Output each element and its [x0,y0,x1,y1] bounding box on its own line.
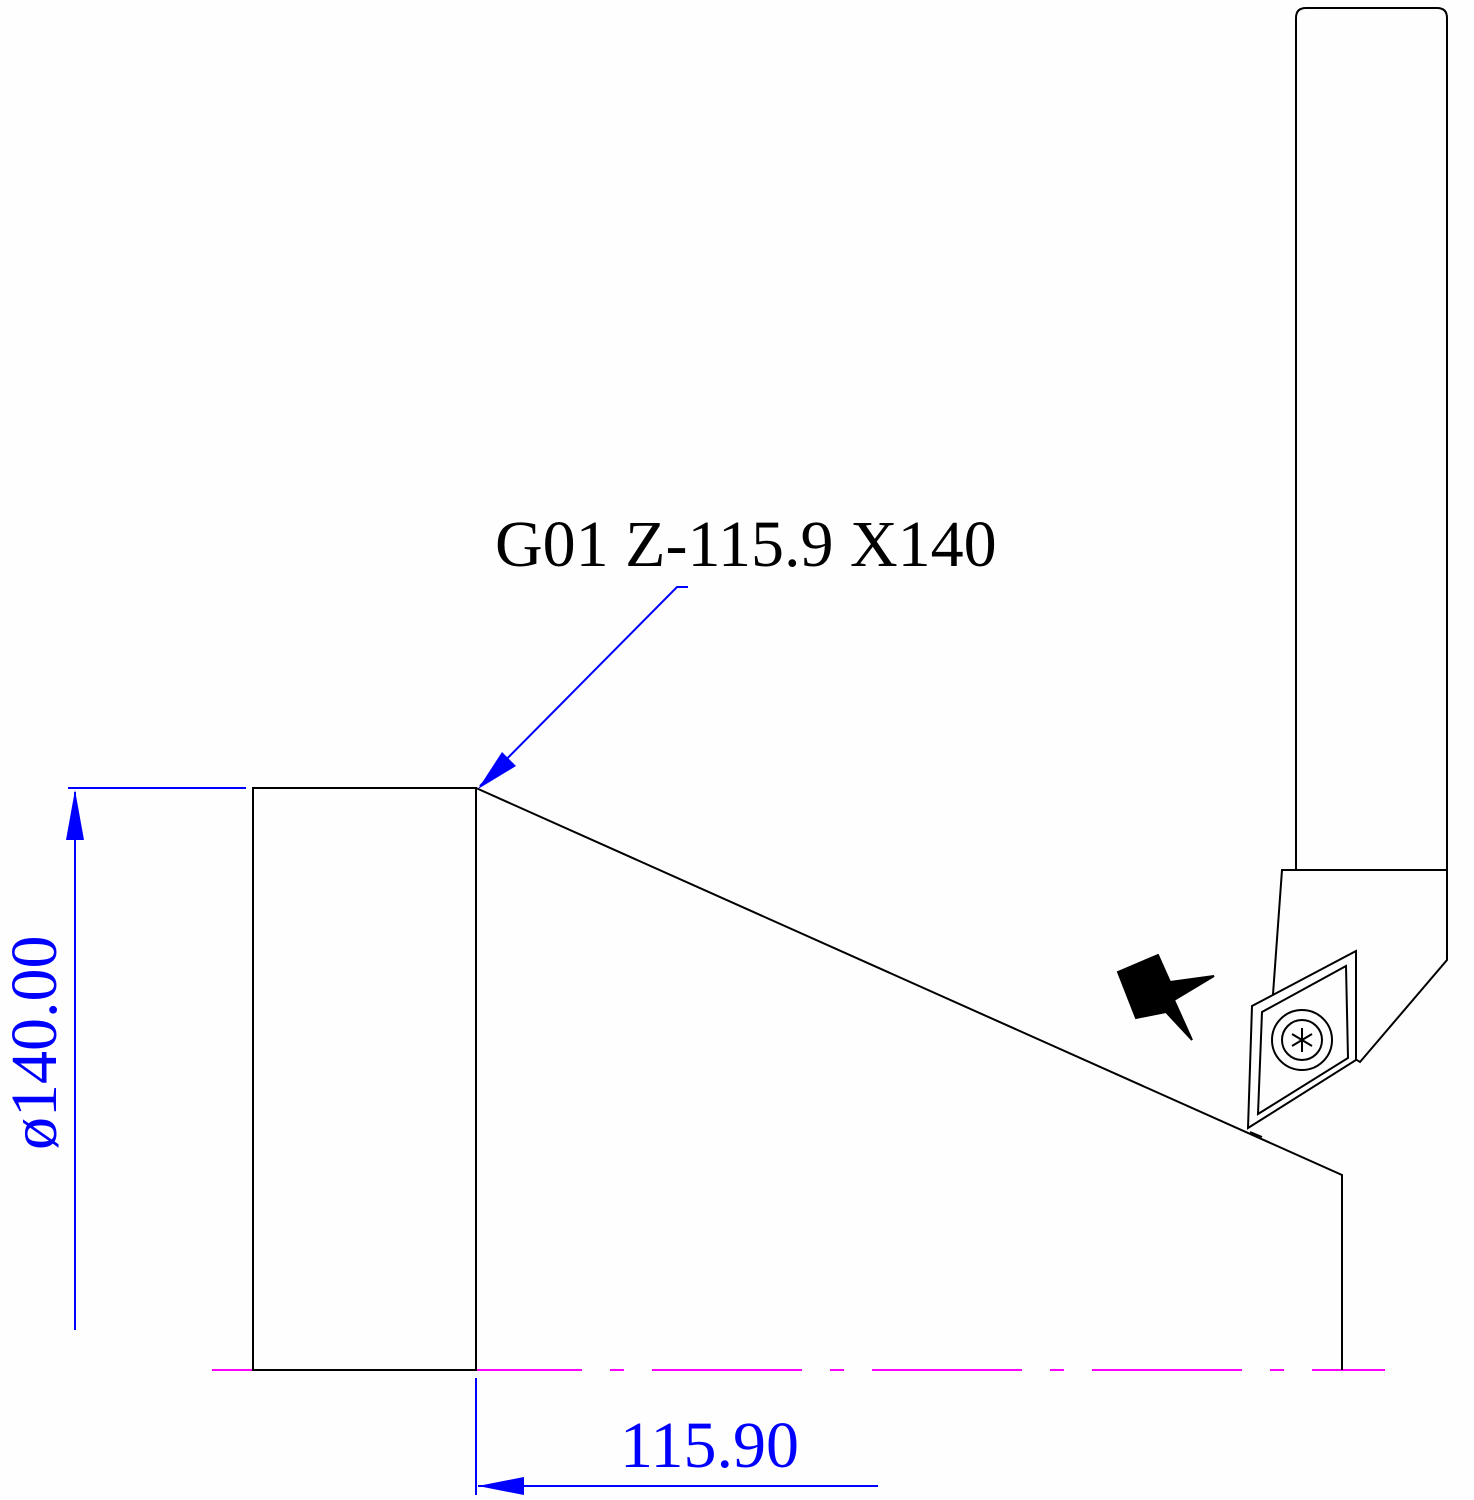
diameter-label: ø140.00 [0,936,71,1151]
leader-arrowhead [478,752,516,789]
tool-shank [1295,7,1448,871]
length-label: 115.90 [620,1409,799,1482]
cut-start-marker [1249,1131,1263,1138]
leader-line [479,586,688,787]
cutting-insert [1246,949,1357,1130]
length-arrowhead [478,1477,524,1495]
workpiece [252,787,1343,1371]
diameter-arrowhead [66,790,84,840]
workpiece-taper-profile [475,787,1343,1370]
tool-holder [1270,7,1448,1064]
length-dimension [475,1378,878,1495]
workpiece-left-section [252,787,477,1371]
diameter-dimension [66,787,246,1330]
feed-arrow-icon [1116,953,1215,1041]
torx-star [1291,1028,1313,1052]
gcode-command-label: G01 Z-115.9 X140 [495,508,997,581]
gcode-leader [478,586,688,789]
